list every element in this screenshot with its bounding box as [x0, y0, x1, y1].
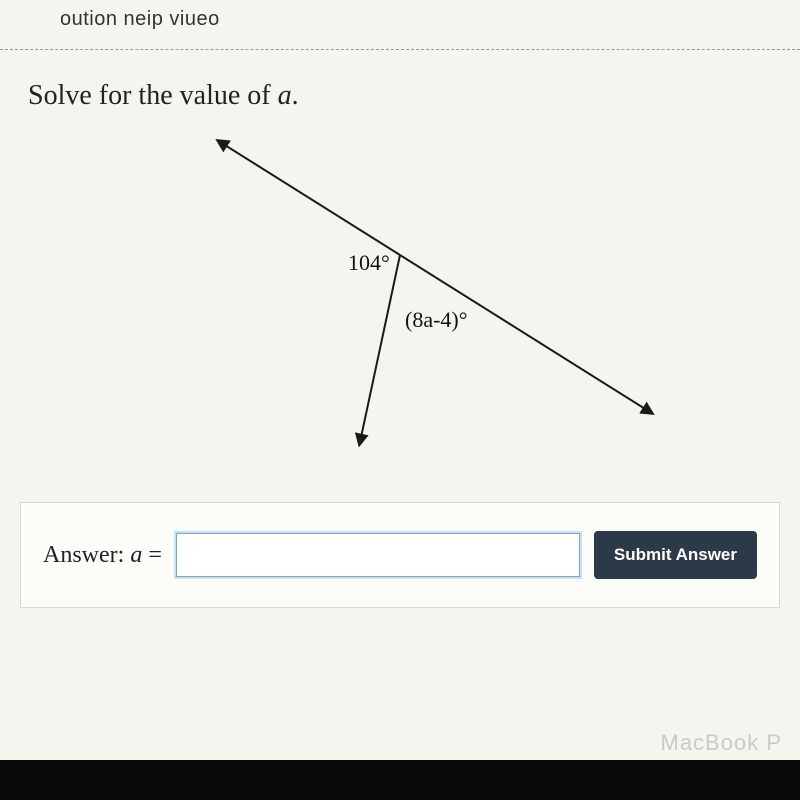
page: oution neip viueo Solve for the value of… [0, 0, 800, 800]
answer-input[interactable] [176, 533, 580, 577]
ray-down [360, 255, 400, 442]
angle-diagram: 104° (8a-4)° [180, 122, 700, 477]
header-fragment-text: oution neip viueo [0, 0, 800, 31]
question-suffix: . [292, 80, 299, 111]
bottom-black-bar [0, 760, 800, 800]
ray-main-line [220, 142, 650, 412]
angle-label-upper: 104° [348, 250, 390, 276]
answer-label-var: a [130, 542, 142, 568]
diagram-svg [180, 122, 700, 472]
question-variable: a [278, 80, 292, 111]
answer-label: Answer: a = [43, 542, 162, 569]
answer-box: Answer: a = Submit Answer [20, 502, 780, 608]
diagram-container: 104° (8a-4)° [0, 112, 800, 492]
submit-answer-button[interactable]: Submit Answer [594, 531, 757, 579]
watermark-text: MacBook P [661, 730, 783, 756]
answer-label-prefix: Answer: [43, 542, 130, 568]
question-text: Solve for the value of a. [0, 50, 800, 112]
question-prefix: Solve for the value of [28, 80, 278, 111]
angle-label-lower: (8a-4)° [405, 307, 468, 333]
answer-label-eq: = [142, 542, 162, 568]
